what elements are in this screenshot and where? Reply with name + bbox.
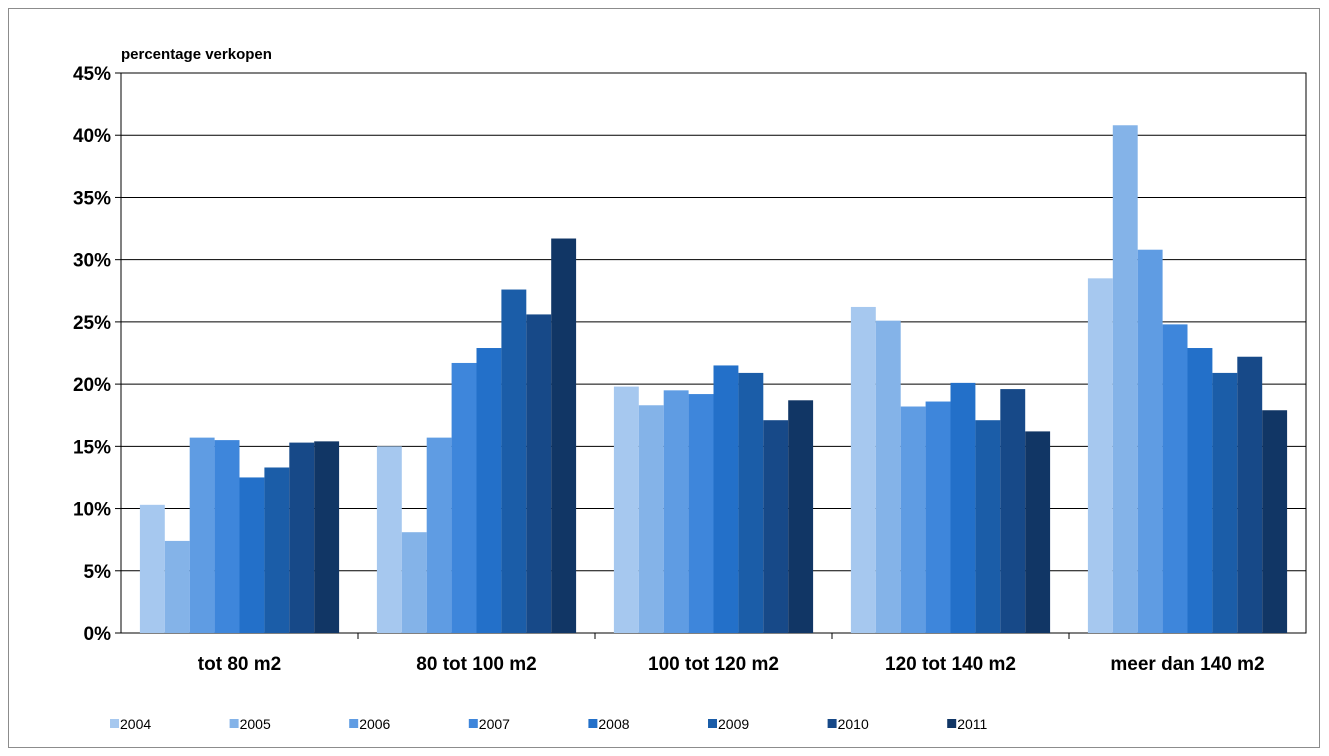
x-tick-label: 80 tot 100 m2 <box>416 654 536 675</box>
bar-2006-4 <box>900 406 926 633</box>
y-tick-labels: 0% 5% 10% 15% 20% 25% 30% 35% 40% 45% <box>73 64 111 645</box>
x-tick-label: 120 tot 140 m2 <box>885 654 1016 675</box>
bar-2008-3 <box>713 365 739 633</box>
bar-2006-1 <box>189 437 215 633</box>
legend-label-2010: 2010 <box>838 716 869 732</box>
legend-label-2009: 2009 <box>718 716 749 732</box>
y-tick-label: 0% <box>84 624 112 645</box>
bar-2011-4 <box>1025 431 1051 633</box>
bar-2010-2 <box>526 314 552 633</box>
y-tick-label: 15% <box>73 437 111 458</box>
bar-2004-1 <box>139 504 165 633</box>
bar-2007-1 <box>214 440 240 633</box>
bar-2004-4 <box>850 306 876 633</box>
bar-2009-3 <box>738 372 764 633</box>
legend-swatch-2005 <box>229 719 239 728</box>
legend-label-2006: 2006 <box>359 716 390 732</box>
legend-swatch-2004 <box>110 719 119 728</box>
bar-2005-3 <box>638 405 664 633</box>
y-tick-label: 5% <box>84 562 112 583</box>
legend-swatch-2010 <box>827 719 837 728</box>
legend-label-2007: 2007 <box>479 716 510 732</box>
x-tick-label: tot 80 m2 <box>198 654 281 675</box>
legend-label-2004: 2004 <box>120 716 151 732</box>
bar-2008-2 <box>476 348 502 633</box>
bar-2011-3 <box>788 400 814 633</box>
bar-2004-3 <box>613 386 639 633</box>
y-axis-title: percentage verkopen <box>121 46 272 63</box>
bar-2009-1 <box>264 467 290 633</box>
y-tick-label: 20% <box>73 375 111 396</box>
legend: 2004 2005 2006 2007 2008 2009 2010 2011 <box>110 716 988 732</box>
y-tick-label: 45% <box>73 64 111 85</box>
y-tick-label: 30% <box>73 251 111 272</box>
bar-2005-2 <box>401 532 427 633</box>
bar-2007-2 <box>451 362 477 633</box>
bar-2007-5 <box>1162 324 1188 633</box>
bar-2010-4 <box>1000 389 1026 633</box>
bar-2005-4 <box>875 320 901 633</box>
x-tick-labels: tot 80 m2 80 tot 100 m2 100 tot 120 m2 120 … <box>198 633 1265 675</box>
y-tick-label: 25% <box>73 313 111 334</box>
chart-frame: percentage verkopen 0% 5% 10% 15% 20% 25% 30% 3… <box>8 8 1320 748</box>
bar-2011-5 <box>1262 410 1288 633</box>
legend-swatch-2009 <box>708 719 717 728</box>
bar-2004-5 <box>1087 278 1113 633</box>
legend-label-2008: 2008 <box>598 716 629 732</box>
chart-svg: percentage verkopen 0% 5% 10% 15% 20% 25% 30% 3… <box>73 46 1307 732</box>
bar-2010-1 <box>289 442 315 633</box>
legend-swatch-2008 <box>588 719 598 728</box>
bar-2010-3 <box>763 420 789 633</box>
bar-2011-1 <box>314 441 340 633</box>
legend-label-2011: 2011 <box>957 716 987 732</box>
bar-2009-5 <box>1212 372 1238 633</box>
bar-2007-4 <box>925 401 951 633</box>
bar-2005-5 <box>1112 125 1138 634</box>
bar-2006-3 <box>663 390 689 633</box>
bar-2009-4 <box>975 420 1001 633</box>
bar-2009-2 <box>501 289 527 633</box>
bar-2010-5 <box>1237 356 1263 633</box>
legend-label-2005: 2005 <box>240 716 271 732</box>
bar-2008-1 <box>239 477 265 633</box>
legend-swatch-2006 <box>349 719 359 728</box>
bar-2006-2 <box>426 437 452 633</box>
bar-2007-3 <box>688 394 714 633</box>
y-tick-label: 10% <box>73 500 111 521</box>
bar-2006-5 <box>1137 249 1163 633</box>
x-tick-label: meer dan 140 m2 <box>1110 654 1264 675</box>
legend-swatch-2011 <box>947 719 957 728</box>
bar-2011-2 <box>551 238 577 633</box>
bars <box>139 125 1288 634</box>
bar-2008-5 <box>1187 348 1213 633</box>
y-tick-label: 40% <box>73 126 111 147</box>
x-tick-label: 100 tot 120 m2 <box>648 654 779 675</box>
legend-swatch-2007 <box>468 719 478 728</box>
y-tick-label: 35% <box>73 188 111 209</box>
bar-2005-1 <box>164 540 190 633</box>
bar-2008-4 <box>950 382 976 633</box>
bar-2004-2 <box>376 446 402 633</box>
